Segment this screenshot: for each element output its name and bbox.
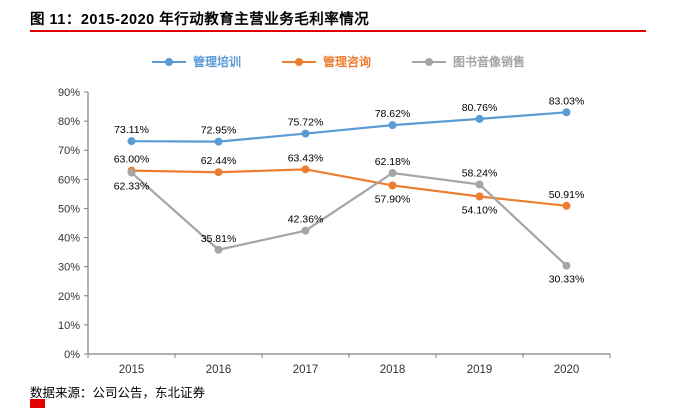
- legend-item-2: 图书音像销售: [411, 53, 525, 70]
- data-point-marker: [475, 114, 484, 123]
- data-point-marker: [301, 129, 310, 138]
- x-axis-category-label: 2019: [467, 364, 493, 376]
- data-point-marker: [301, 165, 310, 174]
- data-point-label: 62.33%: [114, 181, 150, 193]
- data-point-label: 75.72%: [288, 117, 324, 129]
- data-point-label: 54.10%: [462, 205, 498, 217]
- data-point-marker: [214, 137, 223, 146]
- data-point-label: 73.11%: [114, 124, 149, 136]
- title-divider-rule: [30, 30, 646, 32]
- y-axis-tick-label: 60%: [58, 174, 80, 186]
- y-axis-tick-label: 70%: [58, 145, 80, 157]
- legend-item-0: 管理培训: [151, 53, 241, 70]
- data-point-marker: [562, 201, 571, 210]
- data-point-label: 57.90%: [375, 193, 411, 205]
- data-point-marker: [214, 168, 223, 177]
- legend-marker-icon: [412, 57, 446, 66]
- x-axis-category-label: 2018: [380, 364, 406, 376]
- data-point-label: 63.43%: [288, 152, 324, 164]
- x-axis-category-label: 2016: [206, 364, 232, 376]
- data-point-marker: [301, 226, 310, 235]
- y-axis-tick-label: 90%: [58, 87, 80, 99]
- data-point-marker: [388, 121, 397, 130]
- data-point-marker: [214, 245, 223, 254]
- data-point-label: 35.81%: [201, 233, 237, 245]
- figure-title: 图 11：2015-2020 年行动教育主营业务毛利率情况: [30, 12, 370, 28]
- data-point-label: 62.18%: [375, 156, 411, 168]
- source-note: 数据来源：公司公告，东北证券: [30, 382, 206, 408]
- data-point-marker: [475, 180, 484, 189]
- gross-margin-line-chart: 0% 10% 20% 30% 40% 50% 60% 70% 80% 90% 2015 2016 201…: [58, 87, 611, 376]
- data-point-marker: [475, 192, 484, 201]
- series-line-0: [131, 111, 567, 143]
- data-point-label: 50.91%: [549, 189, 585, 201]
- y-axis-tick-label: 30%: [58, 262, 80, 274]
- y-axis-tick-label: 50%: [58, 203, 80, 215]
- series-line-2: [130, 171, 568, 267]
- data-point-label: 63.00%: [114, 154, 150, 166]
- data-point-label: 58.24%: [462, 167, 498, 179]
- x-axis-category-label: 2017: [293, 364, 319, 376]
- x-axis-category-label: 2015: [119, 364, 145, 376]
- y-axis-tick-label: 0%: [64, 349, 80, 361]
- data-point-label: 80.76%: [462, 102, 498, 114]
- data-point-label: 78.62%: [375, 108, 411, 120]
- legend-label: 管理培训: [192, 55, 241, 69]
- legend-label: 图书音像销售: [453, 55, 526, 69]
- data-point-label: 62.44%: [201, 155, 237, 167]
- source-text: 数据来源：公司公告，东北证券: [30, 386, 206, 400]
- legend-marker-icon: [281, 57, 316, 66]
- x-axis-category-label: 2020: [554, 364, 580, 376]
- data-point-label: 42.36%: [288, 214, 324, 226]
- data-point-marker: [388, 168, 397, 177]
- data-point-marker: [562, 108, 571, 117]
- y-axis-tick-label: 80%: [58, 116, 80, 128]
- legend-label: 管理咨询: [322, 55, 371, 69]
- y-axis-tick-label: 40%: [58, 233, 80, 245]
- chart-legend: 管理培训 管理咨询 图书音像销售: [30, 53, 646, 70]
- data-point-label: 72.95%: [201, 125, 237, 137]
- legend-item-1: 管理咨询: [281, 53, 371, 70]
- data-point-marker: [388, 181, 397, 190]
- data-point-label: 83.03%: [549, 95, 585, 107]
- data-point-marker: [127, 168, 136, 177]
- series-line-1: [131, 168, 567, 207]
- red-accent-mark: [30, 399, 45, 408]
- y-axis-tick-label: 10%: [58, 320, 80, 332]
- data-point-marker: [562, 261, 571, 270]
- data-point-label: 30.33%: [549, 274, 585, 286]
- legend-marker-icon: [151, 57, 186, 66]
- data-point-marker: [127, 137, 136, 146]
- y-axis-tick-label: 20%: [58, 291, 80, 303]
